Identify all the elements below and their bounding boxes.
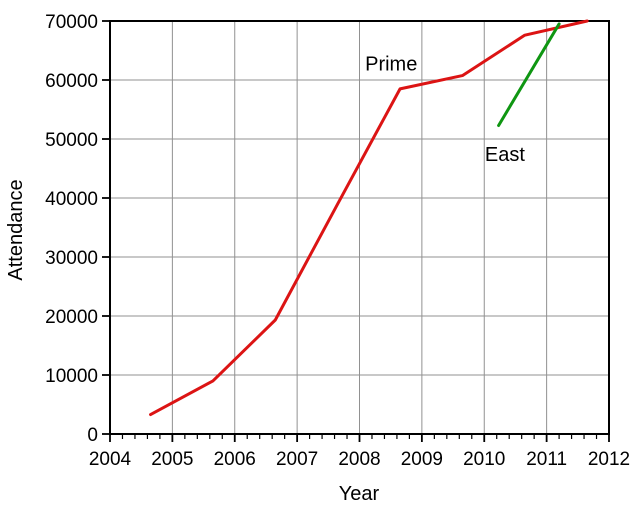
y-tick-label: 40000 [45, 189, 98, 210]
y-tick-label: 20000 [45, 307, 98, 328]
series-label-east: East [485, 144, 525, 166]
chart-generated-layer: 2004 2005 2006 2007 2008 2009 2010 2011 2012 0 100… [45, 12, 630, 470]
series-line-east [497, 22, 561, 127]
x-tick-label: 2005 [151, 449, 193, 470]
y-tick-label: 30000 [45, 248, 98, 269]
x-tick-label: 2010 [463, 449, 505, 470]
y-tick-label: 60000 [45, 71, 98, 92]
x-tick-label: 2012 [588, 449, 630, 470]
y-tick-label: 70000 [45, 12, 98, 33]
series-line-prime [149, 19, 589, 417]
y-tick-label: 50000 [45, 130, 98, 151]
x-tick-label: 2009 [401, 449, 443, 470]
x-tick-label: 2007 [276, 449, 318, 470]
chart-text-overlay: Attendance Year Prime East [5, 54, 525, 505]
x-tick-label: 2006 [214, 449, 256, 470]
series-label-prime: Prime [365, 54, 417, 76]
x-tick-label: 2011 [526, 449, 567, 470]
y-tick-label: 0 [87, 425, 98, 446]
x-tick-label: 2008 [338, 449, 380, 470]
x-tick-label: 2004 [89, 449, 132, 470]
x-axis-title: Year [339, 483, 380, 505]
y-axis-title: Attendance [5, 179, 27, 280]
y-tick-label: 10000 [45, 366, 98, 387]
